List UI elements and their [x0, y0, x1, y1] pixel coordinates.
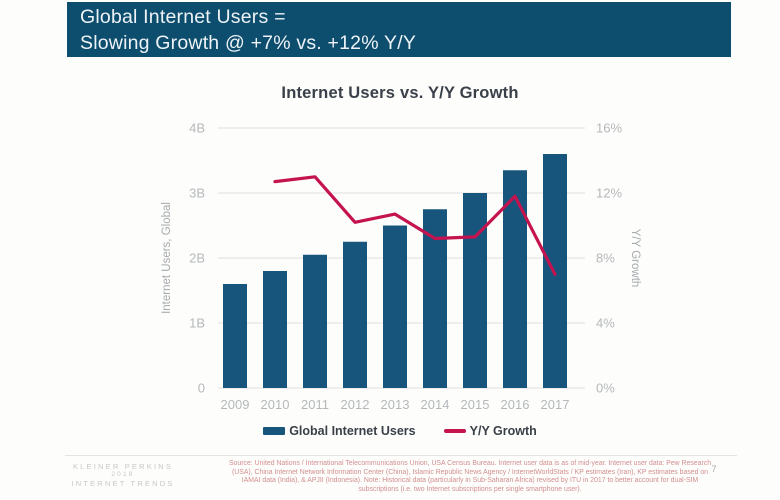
- y2-axis-tick-4%: 4%: [596, 316, 615, 331]
- y2-axis-tick-0%: 0%: [596, 381, 615, 396]
- y-axis-tick-2B: 2B: [189, 251, 205, 266]
- legend-item-users: Global Internet Users: [263, 424, 416, 438]
- y-axis-title: Internet Users, Global: [161, 202, 173, 314]
- legend-label-growth: Y/Y Growth: [469, 424, 537, 438]
- x-axis-label-2011: 2011: [301, 397, 329, 412]
- y-axis-tick-1B: 1B: [189, 316, 205, 331]
- x-axis-label-2012: 2012: [341, 397, 370, 412]
- yy-growth-line: [273, 175, 557, 276]
- chart-legend: Global Internet Users Y/Y Growth: [160, 424, 640, 438]
- logo-line-2: 2018: [111, 471, 135, 478]
- bar-2015: [463, 193, 487, 388]
- bar-2009: [223, 284, 247, 388]
- slide-title-banner: Global Internet Users = Slowing Growth @…: [67, 2, 731, 57]
- y-axis-tick-4B: 4B: [189, 121, 205, 136]
- legend-item-growth: Y/Y Growth: [443, 424, 537, 438]
- x-axis-label-2016: 2016: [501, 397, 530, 412]
- internet-users-chart: 0 0% 1B 4% 2B 8% 3B 12% 4B 16% 2009 2010 2011 2012 201…: [161, 121, 641, 413]
- logo-line-1: KLEINER PERKINS: [72, 462, 174, 471]
- slide-title-line-1: Global Internet Users =: [80, 6, 286, 28]
- y2-axis-title: Y/Y Growth: [629, 229, 641, 288]
- x-axis-label-2015: 2015: [461, 397, 490, 412]
- y2-axis-tick-8%: 8%: [596, 251, 615, 266]
- x-axis-label-2013: 2013: [381, 397, 410, 412]
- chart-title: Internet Users vs. Y/Y Growth: [281, 84, 519, 102]
- bar-2012: [343, 241, 367, 388]
- x-axis-label-2014: 2014: [421, 397, 450, 412]
- source-note: Source: United Nations / International T…: [228, 460, 712, 493]
- y-axis-tick-0: 0: [198, 381, 205, 396]
- kleiner-perkins-logo: KLEINER PERKINS 2018 INTERNET TRENDS: [58, 462, 188, 488]
- bar-2010: [263, 271, 287, 388]
- x-axis-label-2017: 2017: [541, 397, 570, 412]
- page-number: 7: [711, 464, 717, 474]
- legend-line-swatch: [443, 429, 466, 433]
- y2-axis-tick-16%: 16%: [596, 121, 622, 136]
- bar-2013: [383, 225, 407, 388]
- x-axis-label-2010: 2010: [261, 397, 290, 412]
- chart-area: 0 0% 1B 4% 2B 8% 3B 12% 4B 16% 2009 2010 2011 2012 201…: [140, 118, 660, 418]
- slide-title-line-2: Slowing Growth @ +7% vs. +12% Y/Y: [80, 31, 417, 54]
- y2-axis-tick-12%: 12%: [596, 186, 622, 201]
- legend-label-users: Global Internet Users: [289, 424, 416, 438]
- logo-line-3: INTERNET TRENDS: [71, 479, 175, 488]
- footer-divider: [65, 455, 737, 456]
- legend-bar-swatch: [263, 427, 286, 435]
- bar-2011: [303, 254, 327, 388]
- x-axis-label-2009: 2009: [221, 397, 250, 412]
- y-axis-tick-3B: 3B: [189, 186, 205, 201]
- bar-2014: [423, 209, 447, 388]
